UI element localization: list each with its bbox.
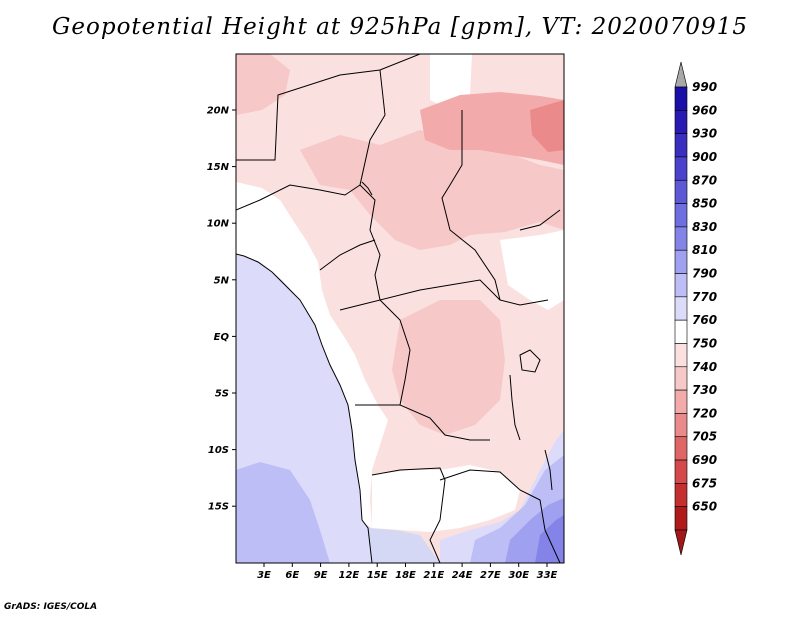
lon-label: 18E [395,570,416,581]
colorbar-swatch [674,203,688,228]
grads-credit: GrADS: IGES/COLA [4,602,98,612]
colorbar-label: 870 [692,173,717,187]
colorbar-swatch [674,296,688,321]
colorbar-bottom-arrow [674,529,688,556]
lat-label: 10N [207,219,230,230]
colorbar-swatch [674,389,688,414]
ocean-blue [236,462,330,563]
colorbar-swatch [674,366,688,391]
colorbar-swatch [674,413,688,438]
map-title: Geopotential Height at 925hPa [gpm], VT:… [52,14,748,40]
border-line [339,299,490,441]
lon-label: 30E [508,570,529,581]
colorbar-swatch [674,249,688,274]
lon-label: 15E [367,570,388,581]
borders [236,54,561,563]
colorbar-label: 650 [692,500,717,514]
colorbar-label: 810 [692,243,717,257]
border-line [359,69,386,301]
lat-label: 10S [208,445,229,456]
high-zone-4 [420,92,564,165]
coastline [236,253,373,563]
colorbar-top-arrow [674,61,688,88]
lon-label: 24E [452,570,473,581]
colorbar-swatch [674,156,688,181]
colorbar-label: 770 [692,290,717,304]
colorbar-label: 990 [692,80,717,94]
lat-label: 5N [214,275,230,286]
border-line [379,279,501,301]
colorbar-swatch [674,110,688,134]
south-white [372,465,520,532]
lon-label: 3E [257,570,271,581]
colorbar-swatch [674,436,688,461]
border-line [439,469,561,563]
border-line [236,54,421,161]
lake-tanganyika [509,374,521,441]
colorbar-label: 850 [692,197,717,211]
lon-label: 6E [285,570,299,581]
colorbar-swatch [674,459,688,484]
colorbar-swatch [674,226,688,251]
colorbar-label: 830 [692,220,717,234]
border-line [319,239,376,271]
colorbar-swatch [674,506,688,531]
lat-label: 15N [207,162,230,173]
lat-label: EQ [214,332,230,343]
lon-label: 33E [537,570,558,581]
colorbar-swatch [674,86,688,111]
colorbar-label: 760 [692,313,717,327]
colorbar-swatch [674,179,688,204]
colorbar-label: 750 [692,336,717,350]
lat-label: 15S [208,502,229,513]
high-zone-2 [392,300,505,435]
lon-axis: 3E 6E 9E 12E 15E 18E 21E 24E 27E 30E 33E [257,563,558,581]
border-line [236,184,361,211]
colorbar-swatch [674,133,688,158]
lat-label: 20N [207,106,230,117]
colorbar-label: 740 [692,360,717,374]
map-frame [235,53,565,564]
colorbar-label: 705 [692,430,717,444]
lon-label: 12E [339,570,360,581]
colorbar-label: 900 [692,150,717,164]
lake-chad [361,181,373,196]
colorbar-swatch [674,483,688,507]
border-line [519,209,561,231]
colorbar-swatch [674,343,688,368]
colorbar-label: 675 [692,476,717,490]
lon-label: 21E [423,570,444,581]
map-field [236,54,564,563]
border-line [441,110,549,306]
high-zone-3 [236,54,290,115]
high-zone-5 [530,100,564,152]
colorbar-swatch [674,319,688,344]
colorbar-label: 960 [692,103,717,117]
colorbar-label: 690 [692,453,717,467]
colorbar-label: 720 [692,406,717,420]
colorbar-swatch [674,273,688,298]
lat-axis: 20N 15N 10N 5N EQ 5S 10S 15S [207,106,236,513]
border-line [371,467,446,563]
lake-malawi [544,449,553,491]
lake-victoria [519,349,541,373]
lon-label: 9E [314,570,328,581]
lat-label: 5S [215,389,229,400]
lon-label: 27E [480,570,501,581]
colorbar-label: 930 [692,127,717,141]
colorbar-label: 730 [692,383,717,397]
colorbar-label: 790 [692,267,717,281]
east-white [500,230,564,310]
